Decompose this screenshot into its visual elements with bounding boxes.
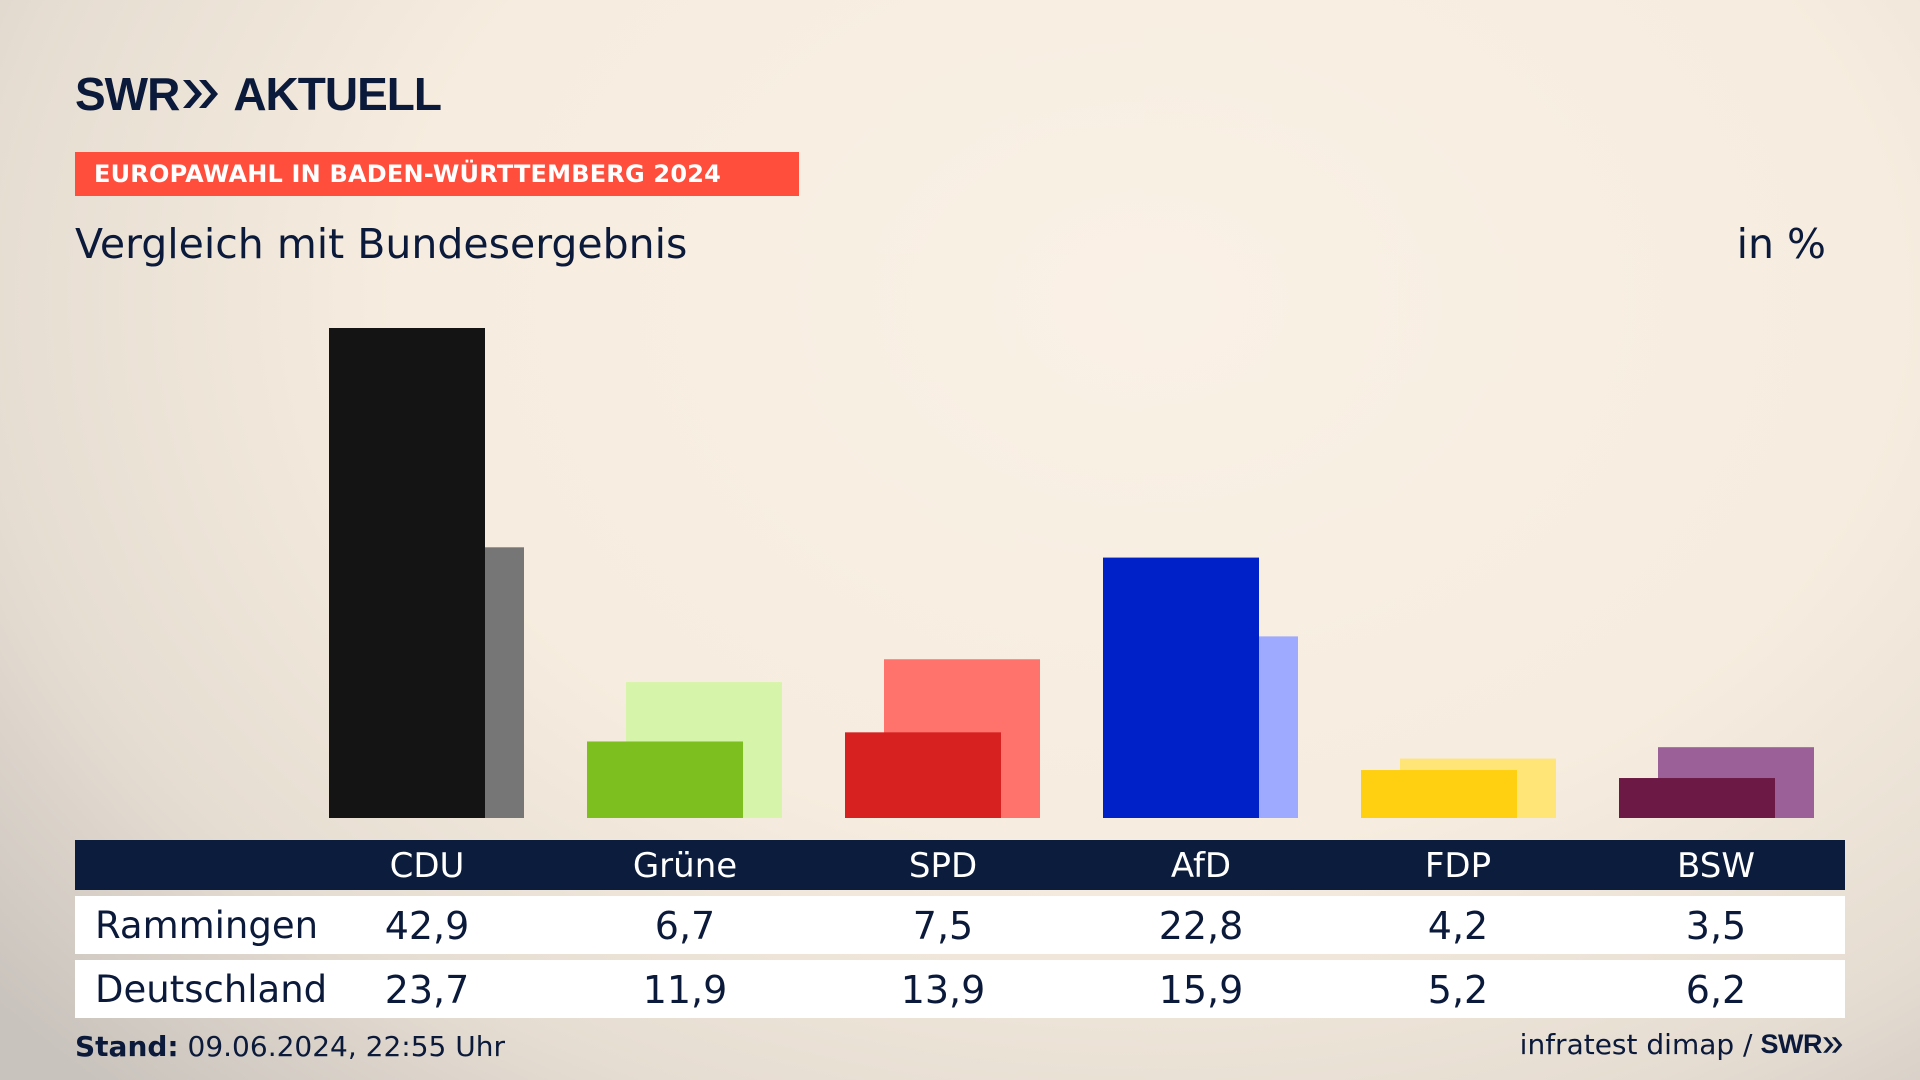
- row-label-deutschland: Deutschland: [95, 968, 328, 1011]
- table-row-rammingen: Rammingen 42,9 6,7 7,5 22,8 4,2 3,5: [75, 896, 1845, 954]
- value-rammingen-cdu: 42,9: [384, 904, 470, 948]
- stand-value: 09.06.2024, 22:55 Uhr: [187, 1030, 505, 1063]
- value-deutschland-bsw: 6,2: [1685, 968, 1747, 1012]
- small-double-chevron-icon: [1823, 1036, 1843, 1053]
- bar-chart: [329, 328, 1814, 818]
- value-deutschland-spd: 13,9: [900, 968, 986, 1012]
- bar-rammingen-spd: [845, 732, 1001, 818]
- value-rammingen-spd: 7,5: [912, 904, 974, 948]
- bar-rammingen-fdp: [1361, 770, 1517, 818]
- timestamp: Stand: 09.06.2024, 22:55 Uhr: [75, 1030, 505, 1063]
- table-row-deutschland: Deutschland 23,7 11,9 13,9 15,9 5,2 6,2: [75, 960, 1845, 1018]
- bar-rammingen-gruene: [587, 741, 743, 818]
- party-header-spd: SPD: [908, 846, 978, 886]
- value-rammingen-bsw: 3,5: [1685, 904, 1747, 948]
- row-label-rammingen: Rammingen: [95, 904, 319, 947]
- party-header-bsw: BSW: [1677, 846, 1755, 886]
- source-credit: infratest dimap / SWR: [1520, 1028, 1844, 1061]
- value-rammingen-fdp: 4,2: [1427, 904, 1489, 948]
- logo-aktuell-text: AKTUELL: [233, 68, 442, 120]
- bar-rammingen-afd: [1103, 557, 1259, 818]
- value-deutschland-fdp: 5,2: [1427, 968, 1489, 1012]
- value-deutschland-cdu: 23,7: [384, 968, 470, 1012]
- swr-small-logo-text: SWR: [1760, 1029, 1823, 1059]
- party-header-afd: AfD: [1170, 846, 1232, 886]
- value-deutschland-gruene: 11,9: [642, 968, 728, 1012]
- swr-aktuell-logo: SWR AKTUELL: [75, 66, 442, 122]
- party-header-gruene: Grüne: [632, 846, 738, 886]
- logo-swr-text: SWR: [75, 68, 180, 120]
- value-deutschland-afd: 15,9: [1158, 968, 1244, 1012]
- table-header: CDU Grüne SPD AfD FDP BSW: [75, 840, 1845, 890]
- double-chevron-icon: [183, 80, 219, 108]
- bar-rammingen-cdu: [329, 328, 485, 818]
- unit-label: in %: [1736, 220, 1826, 268]
- chart-subtitle: Vergleich mit Bundesergebnis: [75, 220, 688, 268]
- source-text: infratest dimap /: [1519, 1028, 1753, 1061]
- party-header-cdu: CDU: [389, 846, 465, 886]
- stand-label: Stand:: [75, 1030, 179, 1063]
- election-badge: EUROPAWAHL IN BADEN-WÜRTTEMBERG 2024: [75, 152, 799, 196]
- value-rammingen-gruene: 6,7: [654, 904, 716, 948]
- results-table: CDU Grüne SPD AfD FDP BSW Rammingen 42,9…: [75, 840, 1845, 1018]
- value-rammingen-afd: 22,8: [1158, 904, 1244, 948]
- party-header-fdp: FDP: [1424, 846, 1492, 886]
- bar-rammingen-bsw: [1619, 778, 1775, 818]
